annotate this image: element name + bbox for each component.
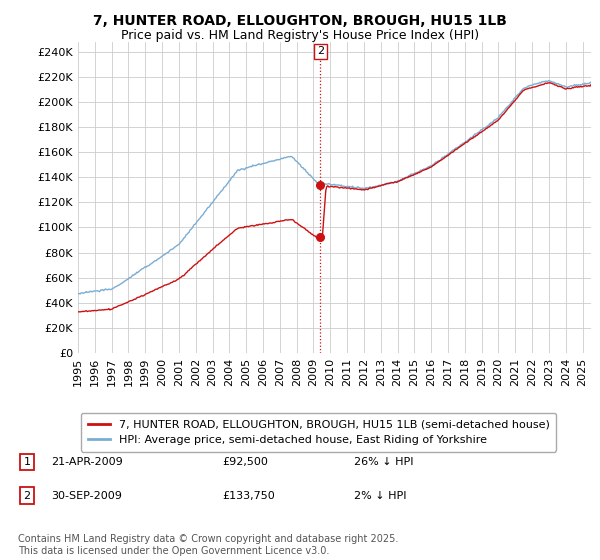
Text: Contains HM Land Registry data © Crown copyright and database right 2025.
This d: Contains HM Land Registry data © Crown c… xyxy=(18,534,398,556)
Text: 30-SEP-2009: 30-SEP-2009 xyxy=(51,491,122,501)
Text: 1: 1 xyxy=(23,457,31,467)
Text: 2: 2 xyxy=(317,46,324,57)
Text: Price paid vs. HM Land Registry's House Price Index (HPI): Price paid vs. HM Land Registry's House … xyxy=(121,29,479,42)
Text: 2% ↓ HPI: 2% ↓ HPI xyxy=(354,491,407,501)
Text: 2: 2 xyxy=(23,491,31,501)
Text: £92,500: £92,500 xyxy=(222,457,268,467)
Text: 7, HUNTER ROAD, ELLOUGHTON, BROUGH, HU15 1LB: 7, HUNTER ROAD, ELLOUGHTON, BROUGH, HU15… xyxy=(93,14,507,28)
Legend: 7, HUNTER ROAD, ELLOUGHTON, BROUGH, HU15 1LB (semi-detached house), HPI: Average: 7, HUNTER ROAD, ELLOUGHTON, BROUGH, HU15… xyxy=(81,413,556,451)
Text: 26% ↓ HPI: 26% ↓ HPI xyxy=(354,457,413,467)
Text: £133,750: £133,750 xyxy=(222,491,275,501)
Text: 21-APR-2009: 21-APR-2009 xyxy=(51,457,123,467)
